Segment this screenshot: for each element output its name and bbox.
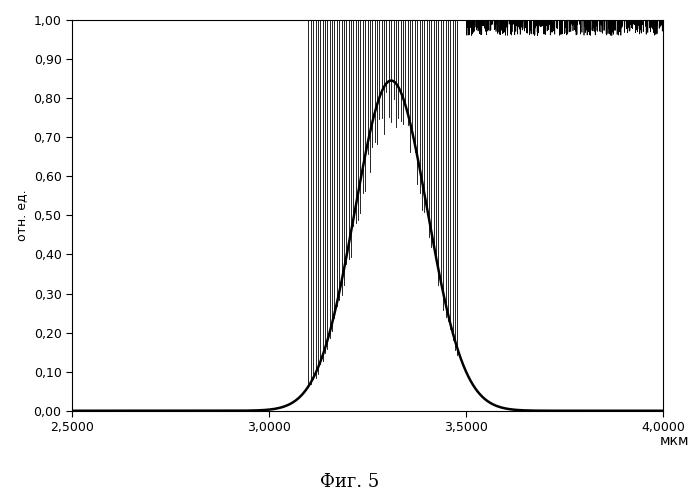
X-axis label: мкм: мкм (660, 434, 689, 448)
Y-axis label: отн. ед.: отн. ед. (15, 189, 28, 241)
Text: Фиг. 5: Фиг. 5 (321, 473, 379, 491)
